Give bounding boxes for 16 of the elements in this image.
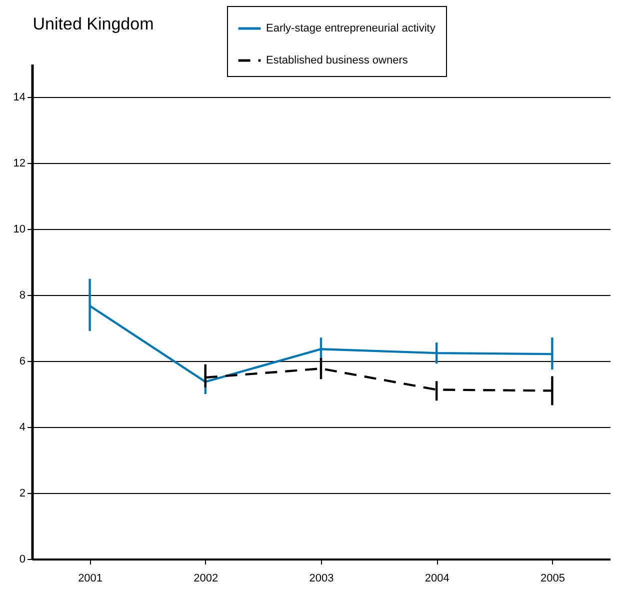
x-tick-label: 2001 xyxy=(78,572,103,584)
chart-title: United Kingdom xyxy=(32,14,154,34)
y-tick-label: 2 xyxy=(19,488,26,500)
legend-label: Early-stage entrepreneurial activity xyxy=(266,22,436,34)
y-tick-label: 8 xyxy=(19,290,26,302)
y-tick-label: 6 xyxy=(19,356,26,368)
y-tick-label: 0 xyxy=(19,554,26,566)
legend-label: Established business owners xyxy=(266,54,408,66)
y-tick-label: 4 xyxy=(19,422,26,434)
x-tick-label: 2004 xyxy=(424,572,450,584)
x-tick-label: 2003 xyxy=(309,572,334,584)
y-tick-label: 10 xyxy=(13,224,26,236)
x-tick-label: 2002 xyxy=(194,572,218,584)
y-tick-label: 12 xyxy=(13,158,26,170)
y-tick-label: 14 xyxy=(13,92,26,104)
x-tick-label: 2005 xyxy=(540,572,565,584)
